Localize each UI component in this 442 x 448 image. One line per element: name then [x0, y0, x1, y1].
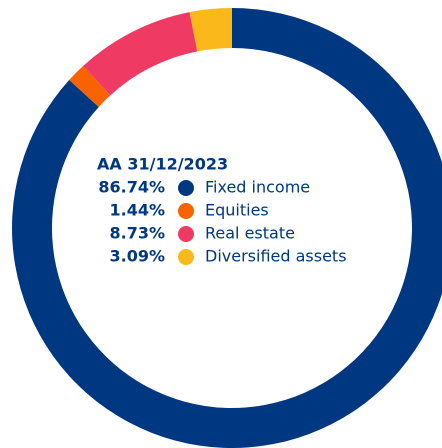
donut-slice	[189, 8, 232, 52]
donut-slice	[69, 65, 111, 107]
chart-title: AA 31/12/2023	[97, 155, 228, 174]
legend-label: Diversified assets	[205, 247, 347, 266]
legend-dot	[178, 203, 194, 219]
legend-value: 8.73%	[109, 224, 165, 243]
legend-label: Real estate	[205, 224, 295, 243]
legend-value: 3.09%	[109, 247, 165, 266]
legend-label: Equities	[205, 201, 269, 220]
legend-value: 1.44%	[109, 201, 165, 220]
legend-dot	[178, 226, 194, 242]
legend-dot	[178, 249, 194, 265]
donut-slice	[83, 12, 198, 96]
donut	[12, 8, 442, 448]
legend-dot	[178, 180, 194, 196]
legend-value: 86.74%	[98, 178, 165, 197]
legend: 86.74% Fixed income 1.44% Equities 8.73% Real…	[98, 178, 346, 266]
legend-label: Fixed income	[205, 178, 310, 197]
